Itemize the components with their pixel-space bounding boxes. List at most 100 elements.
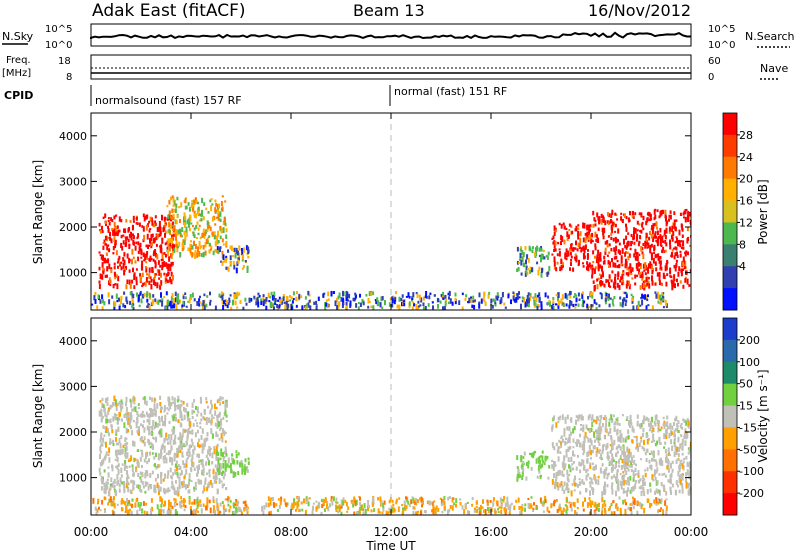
power-echo-cell <box>178 299 181 304</box>
vel-echo-cell <box>179 404 182 409</box>
vel-echo-cell <box>237 500 240 505</box>
vel-echo-cell <box>124 447 127 454</box>
vel-echo-cell <box>203 440 206 446</box>
vel-echo-cell <box>117 463 120 467</box>
power-echo-cell <box>666 220 669 225</box>
power-echo-cell <box>596 278 599 282</box>
power-echo-cell <box>150 236 153 242</box>
vel-echo-cell <box>135 421 138 425</box>
vel-echo-cell <box>573 478 576 485</box>
vel-echo-cell <box>367 504 370 509</box>
vel-echo-cell <box>658 473 661 476</box>
vel-echo-cell <box>209 507 212 514</box>
power-echo-cell <box>114 301 117 307</box>
power-echo-cell <box>491 304 494 309</box>
vel-echo-cell <box>563 467 566 471</box>
power-echo-cell <box>308 305 311 308</box>
power-echo-cell <box>372 291 375 296</box>
vel-echo-cell <box>116 464 119 470</box>
power-echo-cell <box>523 262 526 267</box>
power-echo-cell <box>415 304 418 310</box>
vel-echo-cell <box>176 503 179 506</box>
power-echo-cell <box>661 235 664 242</box>
power-echo-cell <box>170 279 173 285</box>
vel-echo-cell <box>628 453 630 459</box>
power-echo-cell <box>673 223 676 229</box>
power-echo-cell <box>442 291 445 297</box>
vel-echo-cell <box>159 432 162 437</box>
power-echo-cell <box>219 218 222 223</box>
power-echo-cell <box>257 301 260 308</box>
power-echo-cell <box>142 226 145 232</box>
vel-echo-cell <box>624 462 627 465</box>
power-echo-cell <box>172 248 175 252</box>
power-echo-cell <box>582 237 585 243</box>
vel-echo-cell <box>227 499 230 503</box>
power-echo-cell <box>313 301 316 305</box>
vel-echo-cell <box>640 485 643 490</box>
vel-echo-cell <box>601 503 604 508</box>
vel-echo-cell <box>126 501 129 507</box>
vel-echo-cell <box>632 505 635 510</box>
power-echo-cell <box>125 265 127 270</box>
vel-echo-cell <box>461 505 464 510</box>
power-echo-cell <box>135 241 138 245</box>
vel-echo-cell <box>182 460 185 465</box>
power-echo-cell <box>182 294 185 297</box>
vel-echo-cell <box>574 475 576 481</box>
power-echo-cell <box>167 271 170 277</box>
vel-echo-cell <box>521 471 524 477</box>
vel-echo-cell <box>189 421 192 427</box>
vel-echo-cell <box>668 432 671 439</box>
vel-echo-cell <box>230 457 233 461</box>
power-echo-cell <box>177 229 179 234</box>
vel-echo-cell <box>569 504 572 508</box>
power-echo-cell <box>478 292 481 298</box>
vel-echo-cell <box>94 506 97 511</box>
vel-echo-cell <box>190 468 193 473</box>
power-echo-cell <box>640 212 643 218</box>
vel-echo-cell <box>92 497 95 504</box>
vel-echo-cell <box>567 487 570 492</box>
power-echo-cell <box>347 299 350 302</box>
power-echo-cell <box>107 217 110 220</box>
power-echo-cell <box>547 251 550 256</box>
vel-echo-cell <box>625 470 628 475</box>
power-echo-cell <box>236 291 239 298</box>
power-echo-cell <box>146 233 149 240</box>
vel-echo-cell <box>633 435 636 438</box>
power-echo-cell <box>559 266 562 272</box>
power-echo-cell <box>677 282 679 287</box>
vel-echo-cell <box>610 475 613 480</box>
vel-echo-cell <box>599 467 602 470</box>
vel-echo-cell <box>229 462 232 468</box>
power-echo-cell <box>659 263 662 270</box>
power-echo-cell <box>173 199 176 206</box>
vel-echo-cell <box>557 416 560 421</box>
vel-echo-cell <box>179 501 182 506</box>
vel-echo-cell <box>206 437 209 441</box>
power-echo-cell <box>102 299 104 304</box>
power-echo-cell <box>565 257 568 261</box>
power-echo-cell <box>273 306 275 310</box>
vel-echo-cell <box>580 424 582 427</box>
power-echo-cell <box>601 280 604 286</box>
vel-echo-cell <box>190 479 193 483</box>
power-echo-cell <box>566 253 568 258</box>
vel-echo-cell <box>563 427 566 433</box>
vel-echo-cell <box>685 481 688 487</box>
vel-echo-cell <box>631 502 633 506</box>
power-echo-cell <box>583 300 586 304</box>
vel-echo-cell <box>626 466 629 470</box>
vel-echo-cell <box>208 469 211 472</box>
vel-echo-cell <box>565 449 568 454</box>
vel-echo-cell <box>599 468 602 474</box>
vel-echo-cell <box>171 457 173 461</box>
power-echo-cell <box>557 292 560 296</box>
vel-echo-cell <box>133 397 136 402</box>
vel-echo-cell <box>624 467 626 472</box>
vel-echo-cell <box>149 474 152 478</box>
vel-echo-cell <box>191 429 194 435</box>
power-echo-cell <box>122 303 125 308</box>
vel-echo-cell <box>117 426 120 432</box>
